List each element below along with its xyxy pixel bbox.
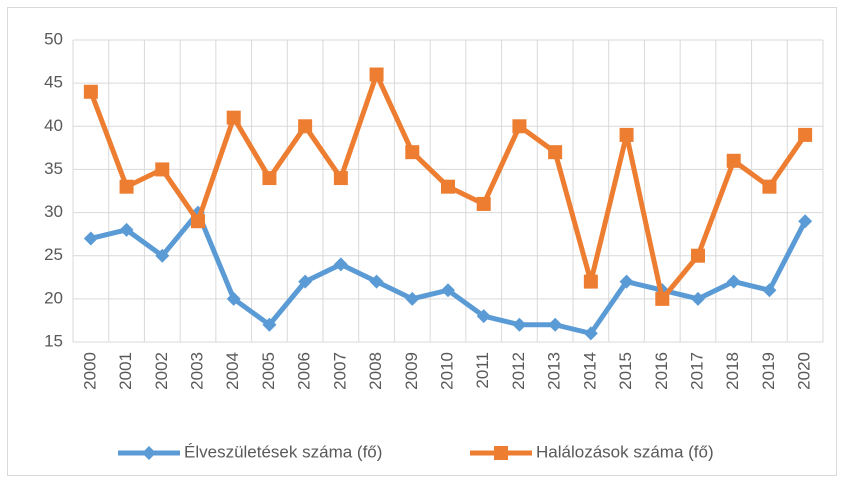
x-tick-label: 2011 [473, 352, 492, 389]
point-marker [619, 274, 634, 289]
point-marker [726, 153, 741, 168]
point-marker [476, 196, 491, 211]
point-marker [119, 222, 134, 237]
point-marker [512, 119, 527, 134]
x-tick-label: 2018 [723, 352, 742, 390]
x-tick-label: 2016 [652, 352, 671, 390]
point-marker [798, 214, 813, 229]
point-marker [476, 309, 491, 324]
x-tick-label: 2008 [366, 352, 385, 390]
x-tick-label: 2009 [402, 352, 421, 390]
point-marker [619, 127, 634, 142]
y-tick-label: 40 [44, 116, 63, 135]
x-tick-label: 2004 [223, 352, 242, 390]
point-marker [691, 291, 705, 306]
point-marker [405, 291, 420, 306]
point-marker [191, 214, 205, 229]
x-tick-label: 2014 [580, 352, 599, 390]
x-tick-label: 2019 [759, 352, 778, 390]
y-tick-label: 20 [44, 288, 63, 307]
point-marker [83, 231, 98, 246]
x-tick-label: 2005 [259, 352, 278, 390]
point-marker [369, 67, 384, 82]
y-tick-label: 35 [44, 159, 63, 178]
y-tick-label: 15 [44, 331, 63, 350]
point-marker [548, 317, 563, 332]
point-marker [762, 179, 777, 194]
legend-marker [494, 446, 508, 460]
x-tick-label: 2012 [509, 352, 528, 390]
legend-label: Halálozások száma (fő) [536, 442, 714, 461]
point-marker [512, 317, 527, 332]
x-tick-label: 2017 [687, 352, 706, 390]
point-marker [155, 162, 170, 177]
x-tick-label: 2006 [295, 352, 314, 390]
point-marker [298, 119, 313, 134]
point-marker [583, 326, 598, 341]
x-tick-label: 2007 [330, 352, 349, 390]
x-tick-label: 2020 [795, 352, 814, 390]
chart-border [7, 7, 837, 476]
point-marker [333, 257, 348, 272]
point-marker [262, 317, 277, 332]
x-tick-label: 2013 [545, 352, 564, 390]
point-marker [369, 274, 384, 289]
x-tick-label: 2002 [152, 352, 171, 390]
point-marker [798, 127, 813, 142]
point-marker [119, 179, 134, 194]
x-tick-label: 2010 [437, 352, 456, 390]
y-tick-label: 25 [44, 245, 63, 264]
legend-label: Élveszületések száma (fő) [184, 442, 382, 461]
x-tick-label: 2000 [80, 352, 99, 390]
point-marker [726, 274, 741, 289]
y-tick-label: 30 [44, 202, 63, 221]
point-marker [548, 145, 563, 160]
point-marker [441, 283, 455, 298]
point-marker [655, 291, 670, 306]
point-marker [226, 291, 241, 306]
x-tick-label: 2001 [116, 352, 135, 390]
point-marker [762, 283, 777, 298]
point-marker [333, 171, 348, 186]
y-tick-label: 45 [44, 73, 63, 92]
x-tick-label: 2015 [616, 352, 635, 390]
legend-marker [142, 446, 156, 460]
point-marker [691, 248, 705, 263]
point-marker [298, 274, 313, 289]
y-tick-label: 50 [44, 29, 63, 48]
point-marker [405, 145, 420, 160]
point-marker [441, 179, 455, 194]
point-marker [83, 84, 98, 99]
x-tick-label: 2003 [187, 352, 206, 390]
point-marker [262, 171, 277, 186]
point-marker [226, 110, 241, 125]
point-marker [583, 274, 598, 289]
point-marker [155, 248, 170, 263]
